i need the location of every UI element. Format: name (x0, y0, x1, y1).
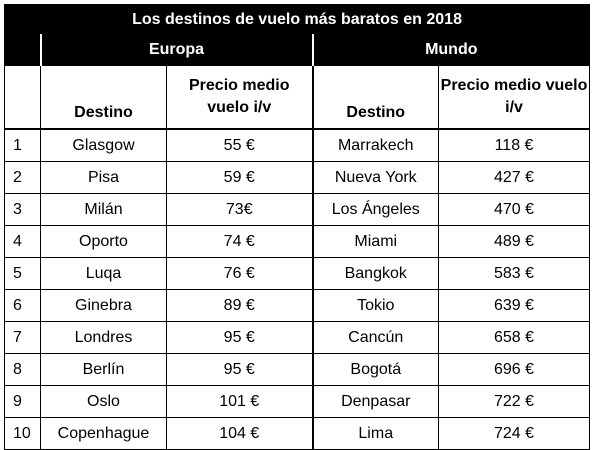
world-destination-cell: Miami (311, 225, 439, 258)
world-price-cell: 724 € (437, 417, 591, 450)
table-row: 10 Copenhague 104 € Lima 724 € (4, 417, 591, 450)
rank-cell: 7 (4, 321, 41, 354)
table-body: 1 Glasgow 55 € Marrakech 118 €2 Pisa 59 € Nueva… (4, 128, 591, 450)
destinations-table: Los destinos de vuelo más baratos en 201… (3, 4, 591, 450)
table-row: 3 Milán 73€ Los Ángeles 470 € (4, 193, 591, 226)
world-price-cell: 118 € (437, 128, 591, 162)
world-destination-cell: Los Ángeles (311, 193, 439, 226)
world-destination-cell: Denpasar (311, 385, 439, 418)
europe-destination-cell: Milán (40, 193, 167, 226)
europe-price-cell: 73€ (166, 193, 313, 226)
column-header-europe-price: Precio medio vuelo i/v (166, 65, 313, 130)
rank-cell: 10 (4, 417, 41, 450)
europe-price-cell: 101 € (166, 385, 313, 418)
column-header-world-destination: Destino (311, 65, 439, 130)
column-header-rank (4, 65, 41, 130)
rank-cell: 8 (4, 353, 41, 386)
world-price-cell: 639 € (437, 289, 591, 322)
group-header-blank (4, 34, 41, 66)
europe-destination-cell: Ginebra (40, 289, 167, 322)
destinations-table-container: Los destinos de vuelo más baratos en 201… (3, 4, 591, 450)
world-price-cell: 583 € (437, 257, 591, 290)
group-header-world: Mundo (311, 34, 591, 66)
world-destination-cell: Marrakech (311, 128, 439, 162)
world-price-cell: 658 € (437, 321, 591, 354)
rank-cell: 6 (4, 289, 41, 322)
europe-price-cell: 89 € (166, 289, 313, 322)
europe-destination-cell: Luqa (40, 257, 167, 290)
title-row: Los destinos de vuelo más baratos en 201… (3, 4, 591, 35)
world-price-cell: 722 € (437, 385, 591, 418)
world-destination-cell: Nueva York (311, 161, 439, 194)
table-title: Los destinos de vuelo más baratos en 201… (3, 4, 591, 35)
europe-destination-cell: Copenhague (40, 417, 167, 450)
europe-destination-cell: Glasgow (40, 128, 167, 162)
table-row: 8 Berlín 95 € Bogotá 696 € (4, 353, 591, 386)
group-header-row: Europa Mundo (4, 34, 591, 66)
column-header-world-price: Precio medio vuelo i/v (437, 65, 591, 130)
table-row: 1 Glasgow 55 € Marrakech 118 € (4, 128, 591, 162)
world-destination-cell: Lima (311, 417, 439, 450)
europe-price-cell: 76 € (166, 257, 313, 290)
rank-cell: 2 (4, 161, 41, 194)
table-row: 7 Londres 95 € Cancún 658 € (4, 321, 591, 354)
europe-destination-cell: Oslo (40, 385, 167, 418)
rank-cell: 1 (4, 128, 41, 162)
world-destination-cell: Bogotá (311, 353, 439, 386)
group-header-europe: Europa (39, 34, 313, 66)
world-price-cell: 470 € (437, 193, 591, 226)
table-row: 4 Oporto 74 € Miami 489 € (4, 225, 591, 258)
europe-price-cell: 95 € (166, 353, 313, 386)
table-row: 6 Ginebra 89 € Tokio 639 € (4, 289, 591, 322)
europe-destination-cell: Berlín (40, 353, 167, 386)
europe-price-cell: 55 € (166, 128, 313, 162)
europe-price-cell: 74 € (166, 225, 313, 258)
world-price-cell: 427 € (437, 161, 591, 194)
world-destination-cell: Tokio (311, 289, 439, 322)
europe-price-cell: 95 € (166, 321, 313, 354)
world-destination-cell: Cancún (311, 321, 439, 354)
europe-price-cell: 104 € (166, 417, 313, 450)
europe-destination-cell: Oporto (40, 225, 167, 258)
table-row: 5 Luqa 76 € Bangkok 583 € (4, 257, 591, 290)
table-row: 9 Oslo 101 € Denpasar 722 € (4, 385, 591, 418)
europe-destination-cell: Pisa (40, 161, 167, 194)
table-row: 2 Pisa 59 € Nueva York 427 € (4, 161, 591, 194)
column-header-europe-destination: Destino (40, 65, 167, 130)
world-destination-cell: Bangkok (311, 257, 439, 290)
column-header-row: Destino Precio medio vuelo i/v Destino P… (4, 65, 591, 130)
world-price-cell: 489 € (437, 225, 591, 258)
rank-cell: 4 (4, 225, 41, 258)
europe-price-cell: 59 € (166, 161, 313, 194)
rank-cell: 9 (4, 385, 41, 418)
rank-cell: 3 (4, 193, 41, 226)
world-price-cell: 696 € (437, 353, 591, 386)
rank-cell: 5 (4, 257, 41, 290)
europe-destination-cell: Londres (40, 321, 167, 354)
